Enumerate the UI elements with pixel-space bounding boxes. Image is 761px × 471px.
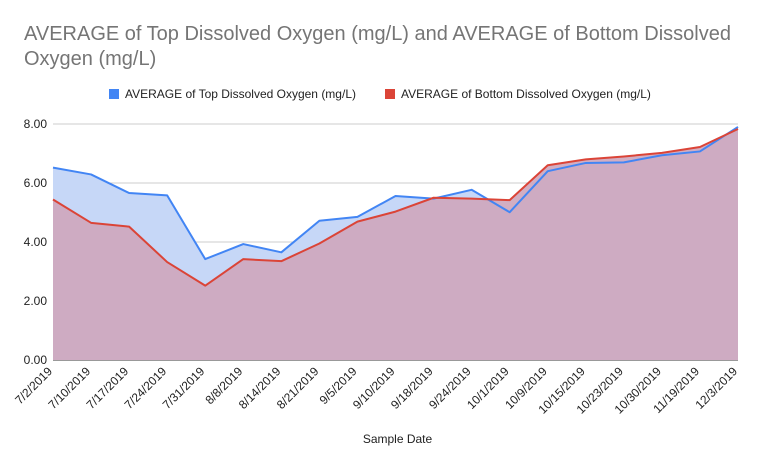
y-tick-label: 6.00 bbox=[24, 176, 48, 190]
series-lines bbox=[52, 126, 739, 287]
line-series-1 bbox=[52, 128, 739, 287]
x-tick-label: 8/21/2019 bbox=[274, 364, 322, 412]
legend-label-0: AVERAGE of Top Dissolved Oxygen (mg/L) bbox=[125, 87, 356, 101]
legend-label-1: AVERAGE of Bottom Dissolved Oxygen (mg/L… bbox=[401, 87, 651, 101]
y-tick-label: 2.00 bbox=[24, 294, 48, 308]
x-axis-title: Sample Date bbox=[363, 432, 433, 446]
line-series-0 bbox=[52, 126, 739, 261]
area-series-1 bbox=[53, 129, 738, 360]
y-tick-label: 0.00 bbox=[24, 353, 48, 367]
y-tick-label: 8.00 bbox=[24, 117, 48, 131]
x-tick-label: 7/31/2019 bbox=[160, 364, 208, 412]
legend-swatch-0 bbox=[109, 89, 119, 99]
legend-swatch-1 bbox=[385, 89, 395, 99]
y-tick-label: 4.00 bbox=[24, 235, 48, 249]
legend: AVERAGE of Top Dissolved Oxygen (mg/L) AV… bbox=[109, 87, 651, 101]
chart-title: AVERAGE of Top Dissolved Oxygen (mg/L) a… bbox=[24, 23, 731, 70]
x-tick-label: 12/3/2019 bbox=[692, 364, 740, 412]
series-areas bbox=[53, 126, 738, 360]
